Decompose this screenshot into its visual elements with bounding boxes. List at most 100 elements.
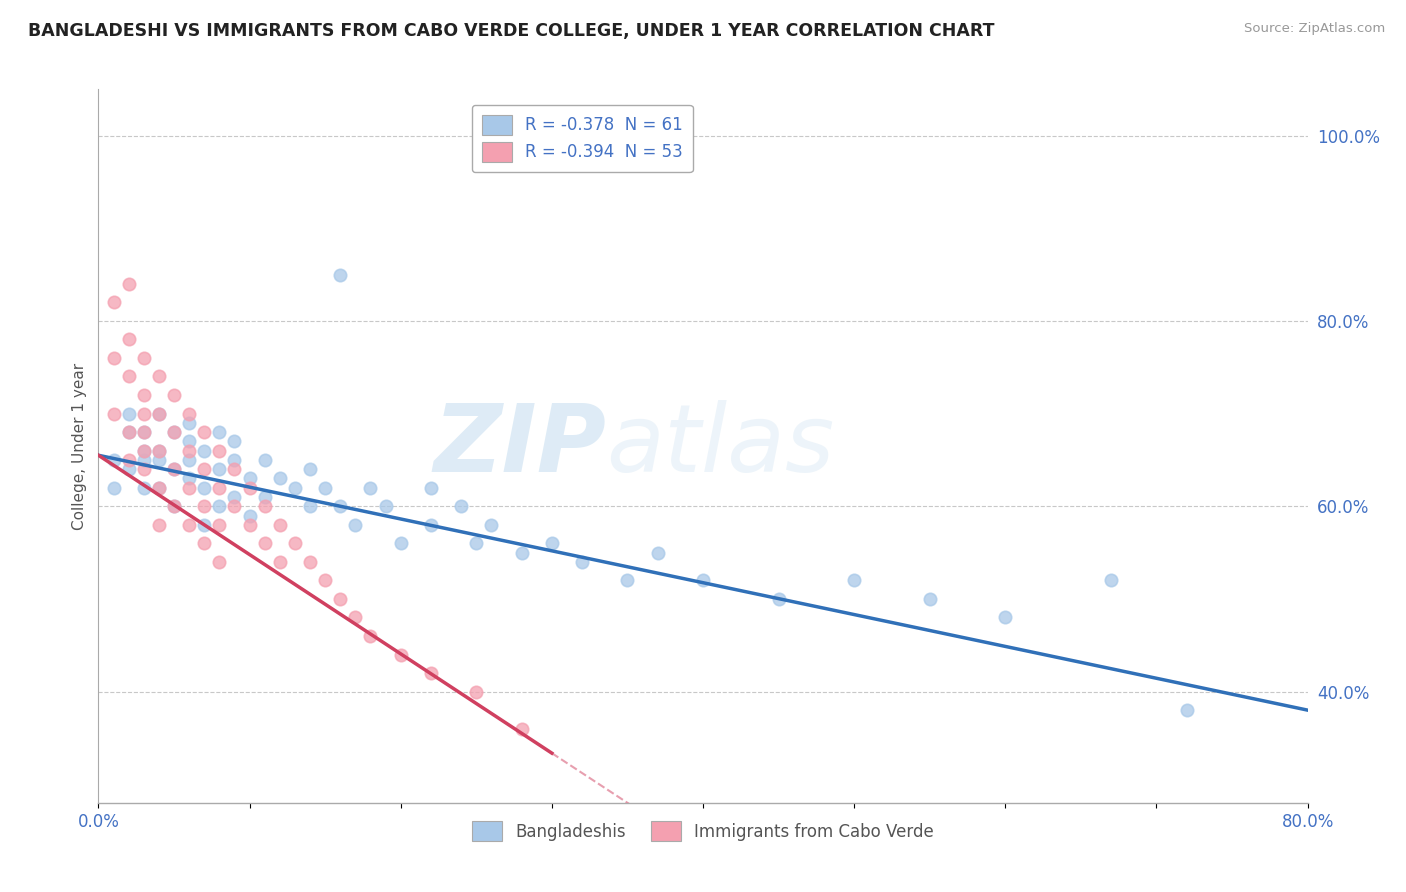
Point [571, 555, 593, 569]
Point [269, 471, 291, 485]
Point [118, 333, 141, 347]
Point [389, 536, 412, 550]
Point [163, 425, 186, 439]
Point [224, 500, 246, 514]
Point [208, 425, 231, 439]
Point [465, 536, 488, 550]
Point [148, 517, 170, 532]
Text: ZIP: ZIP [433, 400, 606, 492]
Point [193, 517, 215, 532]
Point [179, 453, 201, 467]
Point [329, 500, 352, 514]
Y-axis label: College, Under 1 year: College, Under 1 year [72, 362, 87, 530]
Point [132, 407, 155, 421]
Point [193, 536, 215, 550]
Point [208, 462, 231, 476]
Point [103, 407, 125, 421]
Point [253, 453, 276, 467]
Point [163, 425, 186, 439]
Point [450, 500, 472, 514]
Point [118, 462, 141, 476]
Point [510, 722, 533, 736]
Point [163, 388, 186, 402]
Point [148, 443, 170, 458]
Point [239, 481, 262, 495]
Point [314, 481, 336, 495]
Point [208, 443, 231, 458]
Point [132, 388, 155, 402]
Point [118, 407, 141, 421]
Point [224, 490, 246, 504]
Point [163, 462, 186, 476]
Text: atlas: atlas [606, 401, 835, 491]
Point [299, 555, 322, 569]
Point [193, 443, 215, 458]
Point [179, 481, 201, 495]
Point [118, 425, 141, 439]
Point [465, 684, 488, 698]
Point [193, 481, 215, 495]
Point [284, 481, 307, 495]
Point [510, 545, 533, 559]
Point [540, 536, 562, 550]
Point [420, 666, 443, 681]
Point [360, 481, 382, 495]
Point [224, 453, 246, 467]
Point [389, 648, 412, 662]
Point [239, 508, 262, 523]
Point [344, 610, 367, 624]
Point [148, 407, 170, 421]
Point [253, 490, 276, 504]
Point [179, 416, 201, 430]
Point [179, 443, 201, 458]
Point [118, 369, 141, 384]
Point [193, 462, 215, 476]
Point [148, 443, 170, 458]
Point [193, 425, 215, 439]
Point [132, 425, 155, 439]
Point [1175, 703, 1198, 717]
Point [374, 500, 396, 514]
Point [994, 610, 1017, 624]
Point [1099, 574, 1122, 588]
Point [103, 453, 125, 467]
Point [148, 369, 170, 384]
Point [420, 481, 443, 495]
Point [844, 574, 866, 588]
Point [239, 517, 262, 532]
Point [224, 462, 246, 476]
Point [148, 407, 170, 421]
Point [132, 481, 155, 495]
Point [179, 471, 201, 485]
Point [481, 517, 503, 532]
Legend: Bangladeshis, Immigrants from Cabo Verde: Bangladeshis, Immigrants from Cabo Verde [465, 814, 941, 848]
Point [132, 425, 155, 439]
Point [163, 500, 186, 514]
Point [208, 517, 231, 532]
Point [132, 443, 155, 458]
Point [314, 574, 336, 588]
Point [148, 481, 170, 495]
Point [132, 462, 155, 476]
Point [118, 277, 141, 291]
Point [420, 517, 443, 532]
Point [284, 536, 307, 550]
Point [132, 443, 155, 458]
Point [360, 629, 382, 643]
Point [269, 555, 291, 569]
Point [118, 453, 141, 467]
Point [616, 574, 638, 588]
Point [918, 591, 941, 606]
Text: Source: ZipAtlas.com: Source: ZipAtlas.com [1244, 22, 1385, 36]
Point [768, 591, 790, 606]
Point [299, 462, 322, 476]
Point [118, 425, 141, 439]
Point [647, 545, 669, 559]
Point [208, 555, 231, 569]
Point [193, 500, 215, 514]
Point [329, 268, 352, 282]
Point [179, 517, 201, 532]
Point [103, 295, 125, 310]
Point [148, 481, 170, 495]
Point [179, 407, 201, 421]
